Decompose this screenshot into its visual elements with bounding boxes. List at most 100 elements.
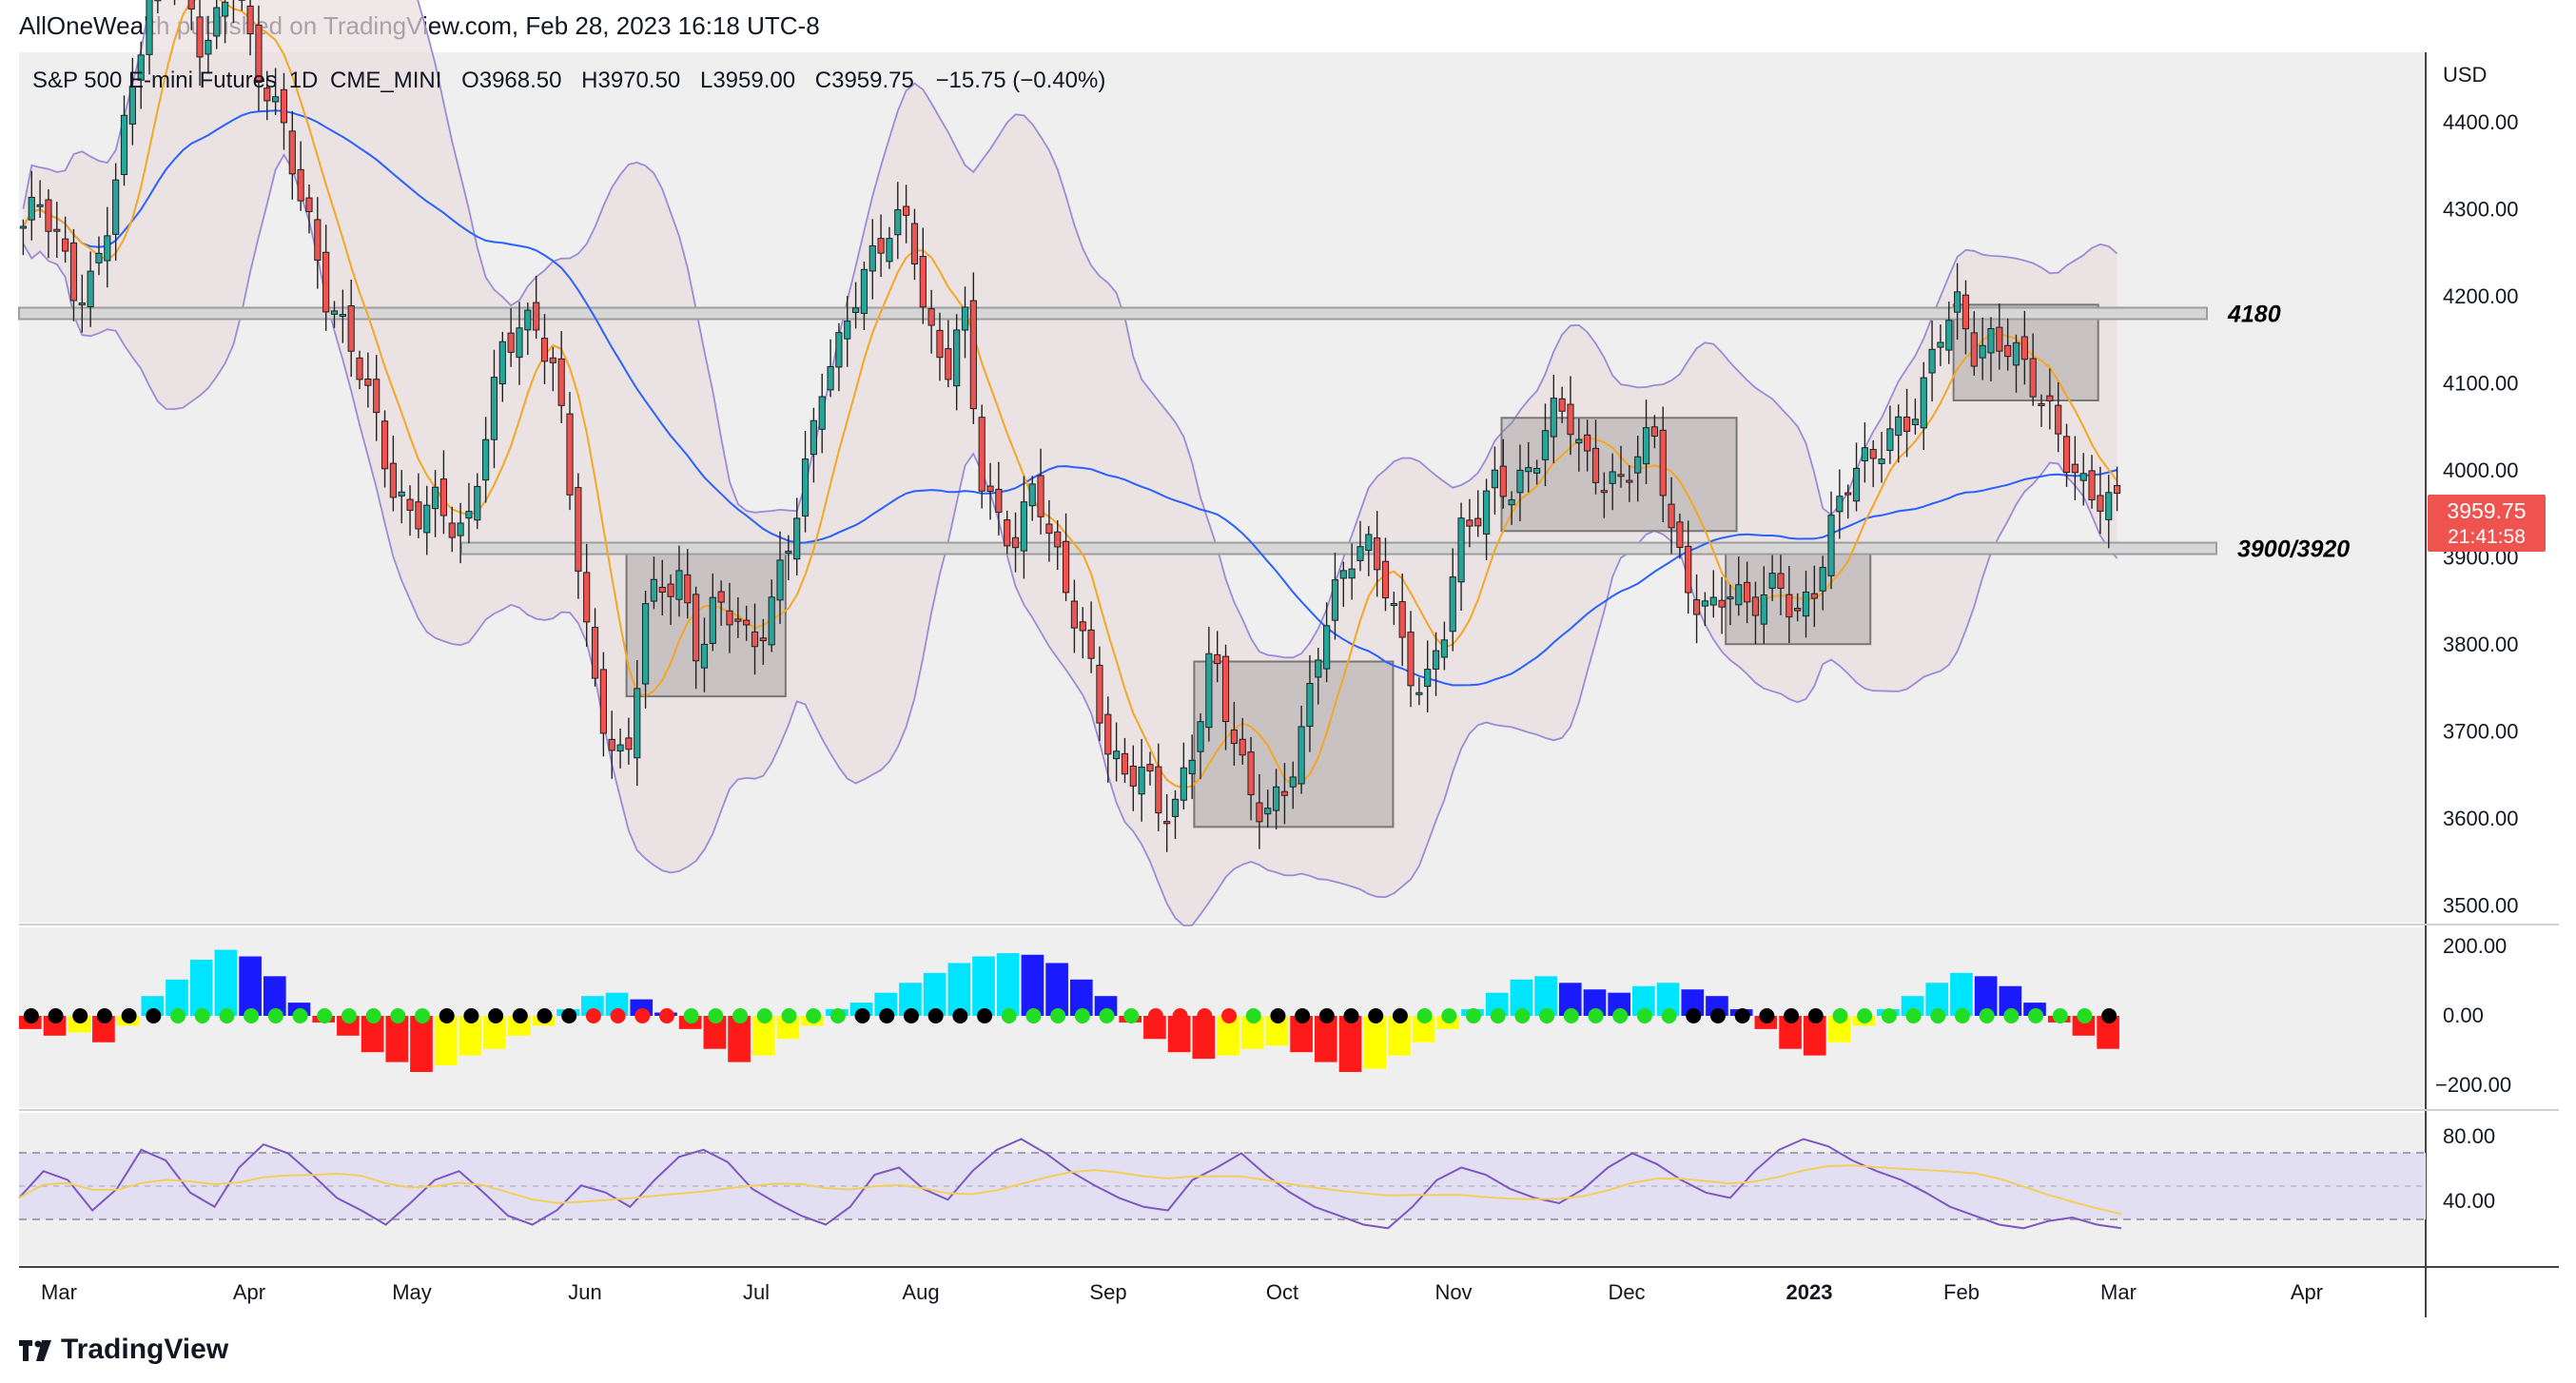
price-tick: 4000.00: [2443, 458, 2519, 482]
candle-body: [851, 307, 860, 313]
squeeze-dot: [1050, 1008, 1066, 1023]
candle-body: [1701, 600, 1709, 607]
candle-body: [19, 225, 28, 229]
candle-body: [1323, 625, 1331, 670]
squeeze-dot: [439, 1008, 455, 1023]
time-axis[interactable]: Mar Apr May Jun Jul Aug Sep Oct Nov Dec 2023 Feb Mar…: [41, 1280, 2323, 1304]
legend-high: 3970.50: [598, 68, 681, 93]
candle-body: [1230, 729, 1238, 745]
osc-bar: [1070, 979, 1093, 1016]
candle-body: [482, 438, 490, 481]
candle-body: [2105, 492, 2113, 520]
candle-body: [1298, 726, 1305, 785]
squeeze-dot: [1123, 1008, 1140, 1023]
osc-bar: [972, 956, 995, 1016]
candle-body: [1264, 808, 1272, 815]
candle-body: [936, 329, 944, 359]
candle-body: [490, 377, 498, 440]
candle-body: [356, 357, 363, 380]
candle-body: [1289, 776, 1297, 788]
osc-bar: [1510, 979, 1533, 1016]
candle-body: [221, 1, 229, 17]
candle-body: [2088, 470, 2096, 501]
squeeze-dot: [341, 1008, 357, 1023]
candle-body: [28, 196, 35, 221]
candle-body: [1365, 534, 1373, 552]
bb-fill: [23, 0, 2117, 926]
candle-body: [1609, 471, 1616, 484]
candle-body: [717, 591, 725, 603]
candle-body: [465, 511, 473, 519]
candle-body: [1567, 403, 1574, 436]
candle-body: [1810, 593, 1818, 599]
candle-body: [330, 310, 339, 315]
osc-bar: [899, 983, 922, 1016]
time-tick: Dec: [1608, 1280, 1645, 1304]
candle-body: [62, 238, 69, 252]
time-tick: 2023: [1786, 1280, 1833, 1304]
squeeze-dot: [72, 1008, 88, 1023]
price-axis[interactable]: USD 4400.00 4300.00 4200.00 4100.00 4000.00 3…: [2443, 63, 2519, 918]
candle-body: [364, 378, 372, 386]
candle-body: [860, 268, 868, 314]
osc-axis-neg200: −200.00: [2435, 1073, 2511, 1097]
squeeze-dot: [1441, 1008, 1457, 1023]
ema-fast: [22, 0, 2118, 789]
candle-body: [1878, 458, 1885, 464]
osc-bar: [703, 1016, 727, 1049]
osc-bar: [1632, 985, 1655, 1016]
candle-body: [818, 396, 826, 430]
candle-body: [146, 0, 153, 55]
candle-body: [314, 219, 322, 261]
candle-body: [903, 205, 910, 216]
candle-body: [1306, 683, 1314, 728]
candle-body: [1735, 584, 1743, 606]
osc-bar: [1240, 1016, 1264, 1049]
squeeze-dot: [512, 1008, 528, 1023]
candles: [19, 0, 2121, 852]
sma-slow: [22, 109, 2117, 687]
squeeze-dot: [415, 1008, 431, 1023]
candle-body: [1937, 341, 1944, 348]
candle-body: [1626, 479, 1633, 483]
squeeze-dot: [23, 1008, 39, 1023]
squeeze-dot: [365, 1008, 381, 1023]
price-tick: 3500.00: [2443, 894, 2519, 918]
osc-bar: [434, 1016, 458, 1066]
last-price-countdown: 21:41:58: [2448, 526, 2526, 548]
oscillator-histogram: [19, 949, 2119, 1073]
candle-body: [1457, 517, 1465, 583]
osc-bar: [410, 1016, 433, 1073]
candle-body: [36, 204, 44, 207]
osc-bar: [923, 972, 946, 1016]
squeeze-dot: [1612, 1008, 1629, 1023]
candle-body: [1591, 447, 1600, 483]
candle-body: [1482, 490, 1491, 535]
price-tick: 3600.00: [2443, 807, 2519, 830]
squeeze-dot: [977, 1008, 993, 1023]
candle-body: [868, 244, 876, 272]
candle-body: [1129, 765, 1137, 787]
candle-body: [1634, 456, 1642, 474]
squeeze-dot: [390, 1008, 406, 1023]
candle-body: [2020, 336, 2028, 360]
candle-body: [827, 365, 834, 391]
candle-body: [272, 96, 280, 103]
candle-body: [2012, 341, 2020, 366]
candle-body: [726, 610, 733, 626]
candle-body: [498, 341, 506, 384]
candle-body: [1155, 766, 1162, 814]
candle-body: [608, 738, 615, 751]
candle-body: [246, 5, 254, 35]
price-tick: 4200.00: [2443, 284, 2519, 308]
candle-body: [1920, 377, 1927, 429]
candle-body: [297, 168, 304, 202]
candle-body: [1727, 596, 1734, 600]
candle-body: [1987, 327, 1995, 354]
squeeze-dot: [658, 1008, 674, 1023]
squeeze-dot: [317, 1008, 333, 1023]
squeeze-dot: [1636, 1008, 1652, 1023]
squeeze-dot: [1588, 1008, 1604, 1023]
bollinger-bands: [22, 0, 2118, 927]
candle-body: [1348, 568, 1356, 579]
